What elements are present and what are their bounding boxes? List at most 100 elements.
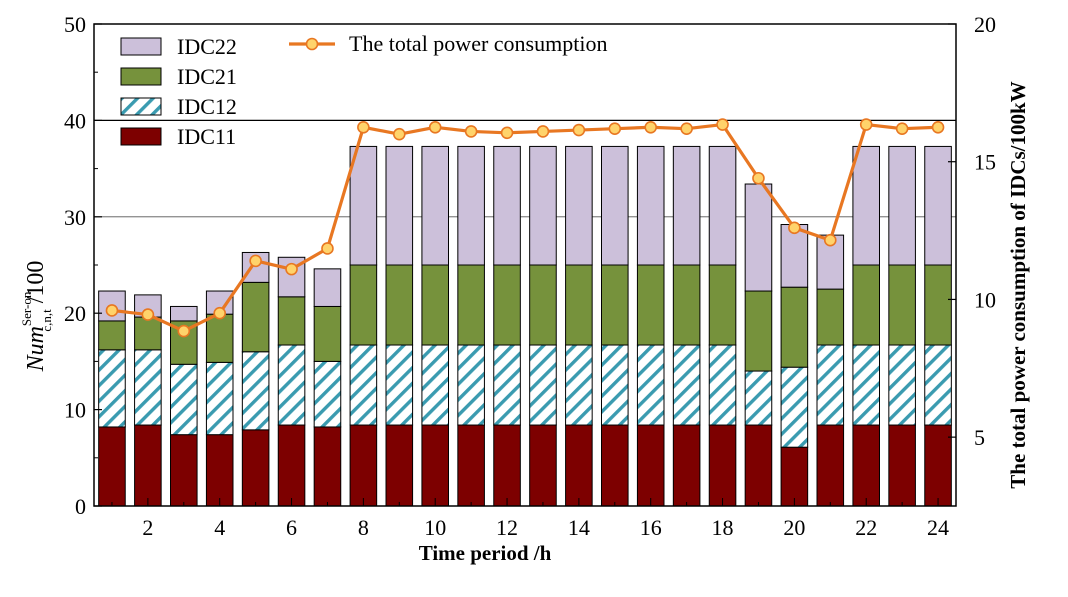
total-power-point-7 <box>321 242 334 255</box>
total-power-point-2 <box>141 308 155 321</box>
bar-idc11-7 <box>313 426 342 507</box>
bar-idc22-19 <box>744 183 773 292</box>
y-axis-title-main: Num <box>23 326 49 372</box>
bar-idc12-4 <box>205 361 234 436</box>
bar-idc21-20 <box>780 286 809 368</box>
total-power-point-24 <box>931 120 945 134</box>
x-tick-label-8: 8 <box>358 515 369 540</box>
bar-idc12-15 <box>601 344 629 426</box>
bar-idc12-17 <box>672 344 701 426</box>
bar-idc11-16 <box>636 424 665 507</box>
legend-label-idc22: IDC22 <box>177 34 237 59</box>
total-power-point-20 <box>788 221 801 235</box>
bar-idc11-17 <box>672 424 701 507</box>
bar-idc11-11 <box>457 424 485 507</box>
bar-idc11-10 <box>421 424 449 507</box>
bar-idc21-13 <box>529 264 557 346</box>
x-tick-label-22: 22 <box>855 515 877 540</box>
x-tick-label-14: 14 <box>568 515 590 540</box>
bar-idc12-14 <box>565 344 593 426</box>
bar-idc12-7 <box>313 360 342 428</box>
bar-idc12-1 <box>98 349 126 428</box>
y-tick-label-10: 10 <box>64 398 86 423</box>
total-power-point-19 <box>752 171 765 185</box>
bar-idc11-21 <box>816 424 845 507</box>
y-tick-label-50: 50 <box>64 12 86 37</box>
total-power-point-16 <box>644 120 658 134</box>
bar-idc22-13 <box>529 145 557 266</box>
legend-swatch-idc21 <box>120 67 162 86</box>
y-tick-label-40: 40 <box>64 108 86 133</box>
legend-swatch-idc11 <box>120 127 162 146</box>
y2-axis-title: The total power consumption of IDCs/100k… <box>1006 81 1030 488</box>
bar-idc12-18 <box>708 344 737 426</box>
bar-idc12-6 <box>277 344 306 426</box>
bar-idc21-17 <box>672 264 701 346</box>
bar-idc12-16 <box>636 344 665 426</box>
total-power-polyline <box>111 122 939 333</box>
y-tick-label-30: 30 <box>64 205 86 230</box>
x-tick-label-16: 16 <box>640 515 662 540</box>
bar-idc11-6 <box>277 424 306 507</box>
x-tick-label-4: 4 <box>214 515 225 540</box>
total-power-point-12 <box>500 126 514 140</box>
legend-label-total-power: The total power consumption <box>349 31 607 56</box>
bar-idc21-14 <box>565 264 593 346</box>
total-power-point-10 <box>428 120 442 134</box>
total-power-point-8 <box>357 120 370 134</box>
legend-label-idc21: IDC21 <box>177 64 237 89</box>
bar-idc21-18 <box>708 264 737 346</box>
bar-idc21-22 <box>852 264 880 346</box>
bar-idc12-2 <box>134 349 162 426</box>
total-power-point-23 <box>895 122 909 135</box>
legend: IDC22 IDC21 IDC12 IDC11 The total power cons… <box>120 31 607 149</box>
bar-idc12-9 <box>385 344 414 426</box>
bar-idc11-1 <box>98 426 126 507</box>
bar-idc21-7 <box>313 305 342 362</box>
bar-idc22-10 <box>421 145 449 266</box>
bar-idc22-9 <box>385 145 414 266</box>
bar-idc22-12 <box>493 145 521 266</box>
x-tick-label-10: 10 <box>424 515 446 540</box>
bar-idc11-3 <box>170 434 198 507</box>
bar-idc21-1 <box>98 320 126 351</box>
total-power-point-11 <box>464 125 478 138</box>
total-power-point-1 <box>105 304 119 317</box>
y-tick-label-0: 0 <box>75 494 86 519</box>
bar-idc22-23 <box>888 145 916 266</box>
bar-idc11-2 <box>134 424 162 507</box>
bar-idc12-10 <box>421 344 449 426</box>
total-power-point-22 <box>859 118 873 131</box>
bar-idc22-7 <box>313 268 342 307</box>
y-axis-title: NumSer-on c,n,t /100 <box>19 261 54 373</box>
y-axis-title-subscript: c,n,t <box>39 309 54 332</box>
y-tick-label-20: 20 <box>64 301 86 326</box>
y-axis-title-superscript: Ser-on <box>19 291 34 326</box>
y-axis-title-tail: /100 <box>23 261 49 310</box>
bar-idc12-12 <box>493 344 521 426</box>
bar-idc12-22 <box>852 344 880 426</box>
total-power-point-18 <box>716 118 729 131</box>
bar-idc21-2 <box>134 316 162 351</box>
bar-idc12-8 <box>349 344 378 426</box>
legend-label-idc11: IDC11 <box>177 124 236 149</box>
legend-swatch-idc12 <box>120 97 162 116</box>
bar-idc21-16 <box>636 264 665 346</box>
bar-idc21-4 <box>205 313 234 363</box>
bar-idc11-4 <box>205 434 234 507</box>
legend-label-idc12: IDC12 <box>177 94 237 119</box>
bar-idc21-5 <box>241 281 270 353</box>
total-power-point-17 <box>680 122 693 135</box>
bar-idc12-3 <box>170 363 198 436</box>
bar-idc22-11 <box>457 145 485 266</box>
bar-idc21-23 <box>888 264 916 346</box>
bar-idc21-19 <box>744 290 773 372</box>
total-power-point-6 <box>285 262 298 276</box>
bar-idc22-18 <box>708 145 737 266</box>
bar-idc12-24 <box>924 344 952 426</box>
y2-tick-label-10: 10 <box>974 287 996 312</box>
bar-idc21-15 <box>601 264 629 346</box>
total-power-point-15 <box>608 122 622 135</box>
total-power-point-9 <box>392 127 406 141</box>
